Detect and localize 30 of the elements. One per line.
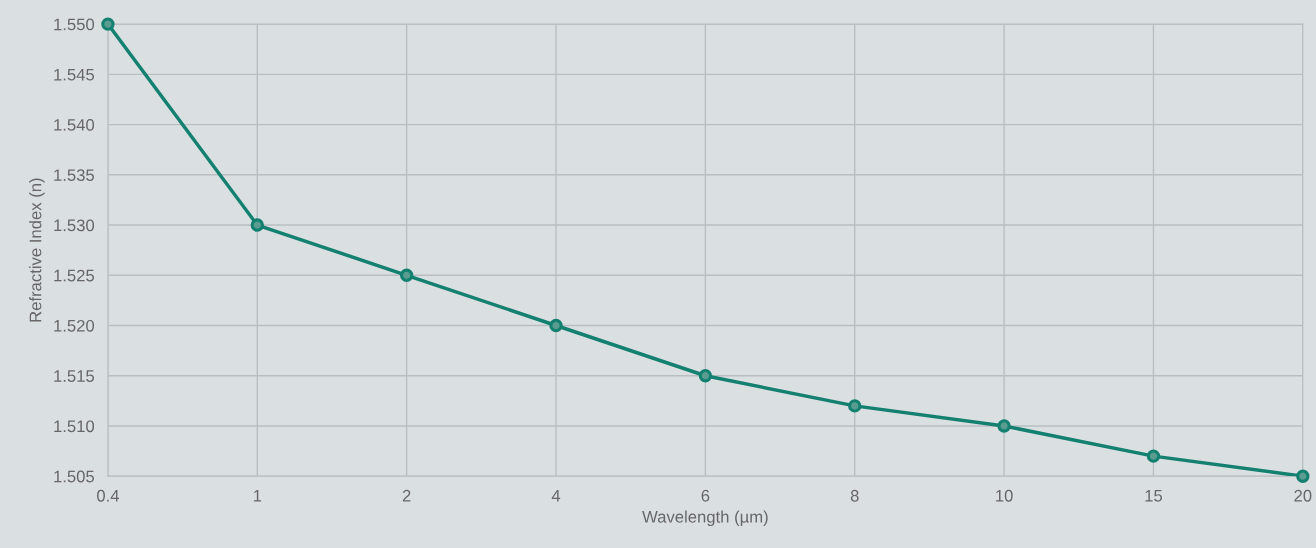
y-tick-label: 1.530 — [54, 219, 95, 232]
y-tick-label: 1.515 — [54, 370, 95, 382]
point — [549, 318, 563, 333]
x-tick-label: 20 — [1294, 489, 1312, 502]
x-tick-label: 15 — [1145, 490, 1163, 502]
y-tick-label: 1.510 — [54, 420, 95, 433]
x-tick-label: 8 — [850, 489, 859, 502]
y-tick-label: 1.545 — [54, 68, 95, 81]
y-axis-title: Refractive Index (n) — [29, 178, 45, 322]
point — [997, 419, 1011, 433]
x-tick-label: 4 — [551, 490, 561, 502]
x-tick-label: 1 — [253, 490, 262, 502]
y-tick-label: 1.505 — [54, 470, 95, 483]
y-tick-label: 1.535 — [54, 169, 95, 182]
x-tick-label: 6 — [701, 489, 710, 502]
x-tick-label: 2 — [402, 489, 411, 502]
x-axis-title: Wavelength (µm) — [642, 510, 768, 527]
point — [1296, 469, 1310, 483]
point — [399, 268, 414, 282]
point — [250, 218, 264, 232]
point — [698, 369, 713, 383]
y-tick-label: 1.525 — [54, 269, 95, 282]
point — [1146, 449, 1161, 463]
point — [848, 399, 862, 413]
point — [101, 17, 115, 31]
y-tick-label: 1.540 — [54, 118, 95, 131]
y-tick-label: 1.520 — [54, 319, 95, 332]
y-tick-label: 1.550 — [54, 18, 95, 31]
x-tick-label: 0.4 — [96, 489, 120, 502]
x-tick-label: 10 — [996, 489, 1013, 502]
